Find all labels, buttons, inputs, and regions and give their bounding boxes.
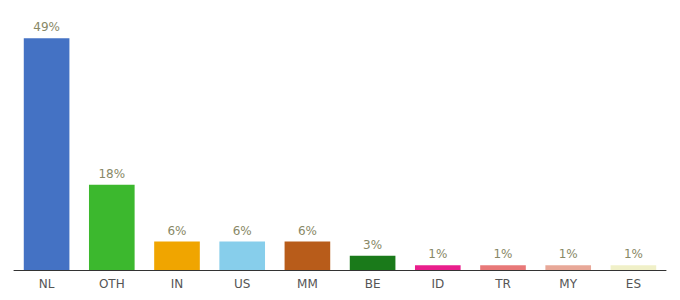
svg-text:6%: 6% [167,224,186,238]
svg-text:MY: MY [559,277,577,291]
svg-text:OTH: OTH [99,277,125,291]
svg-text:TR: TR [494,277,511,291]
svg-text:49%: 49% [33,20,60,34]
svg-text:6%: 6% [233,224,252,238]
svg-text:1%: 1% [559,247,578,261]
svg-text:ID: ID [431,277,444,291]
svg-text:IN: IN [171,277,184,291]
svg-text:6%: 6% [298,224,317,238]
svg-text:US: US [234,277,250,291]
svg-text:MM: MM [297,277,318,291]
svg-text:18%: 18% [98,167,125,181]
svg-text:1%: 1% [428,247,447,261]
svg-text:ES: ES [626,277,641,291]
svg-text:1%: 1% [493,247,512,261]
svg-text:BE: BE [365,277,381,291]
svg-text:3%: 3% [363,238,382,252]
svg-text:NL: NL [39,277,55,291]
svg-text:1%: 1% [624,247,643,261]
